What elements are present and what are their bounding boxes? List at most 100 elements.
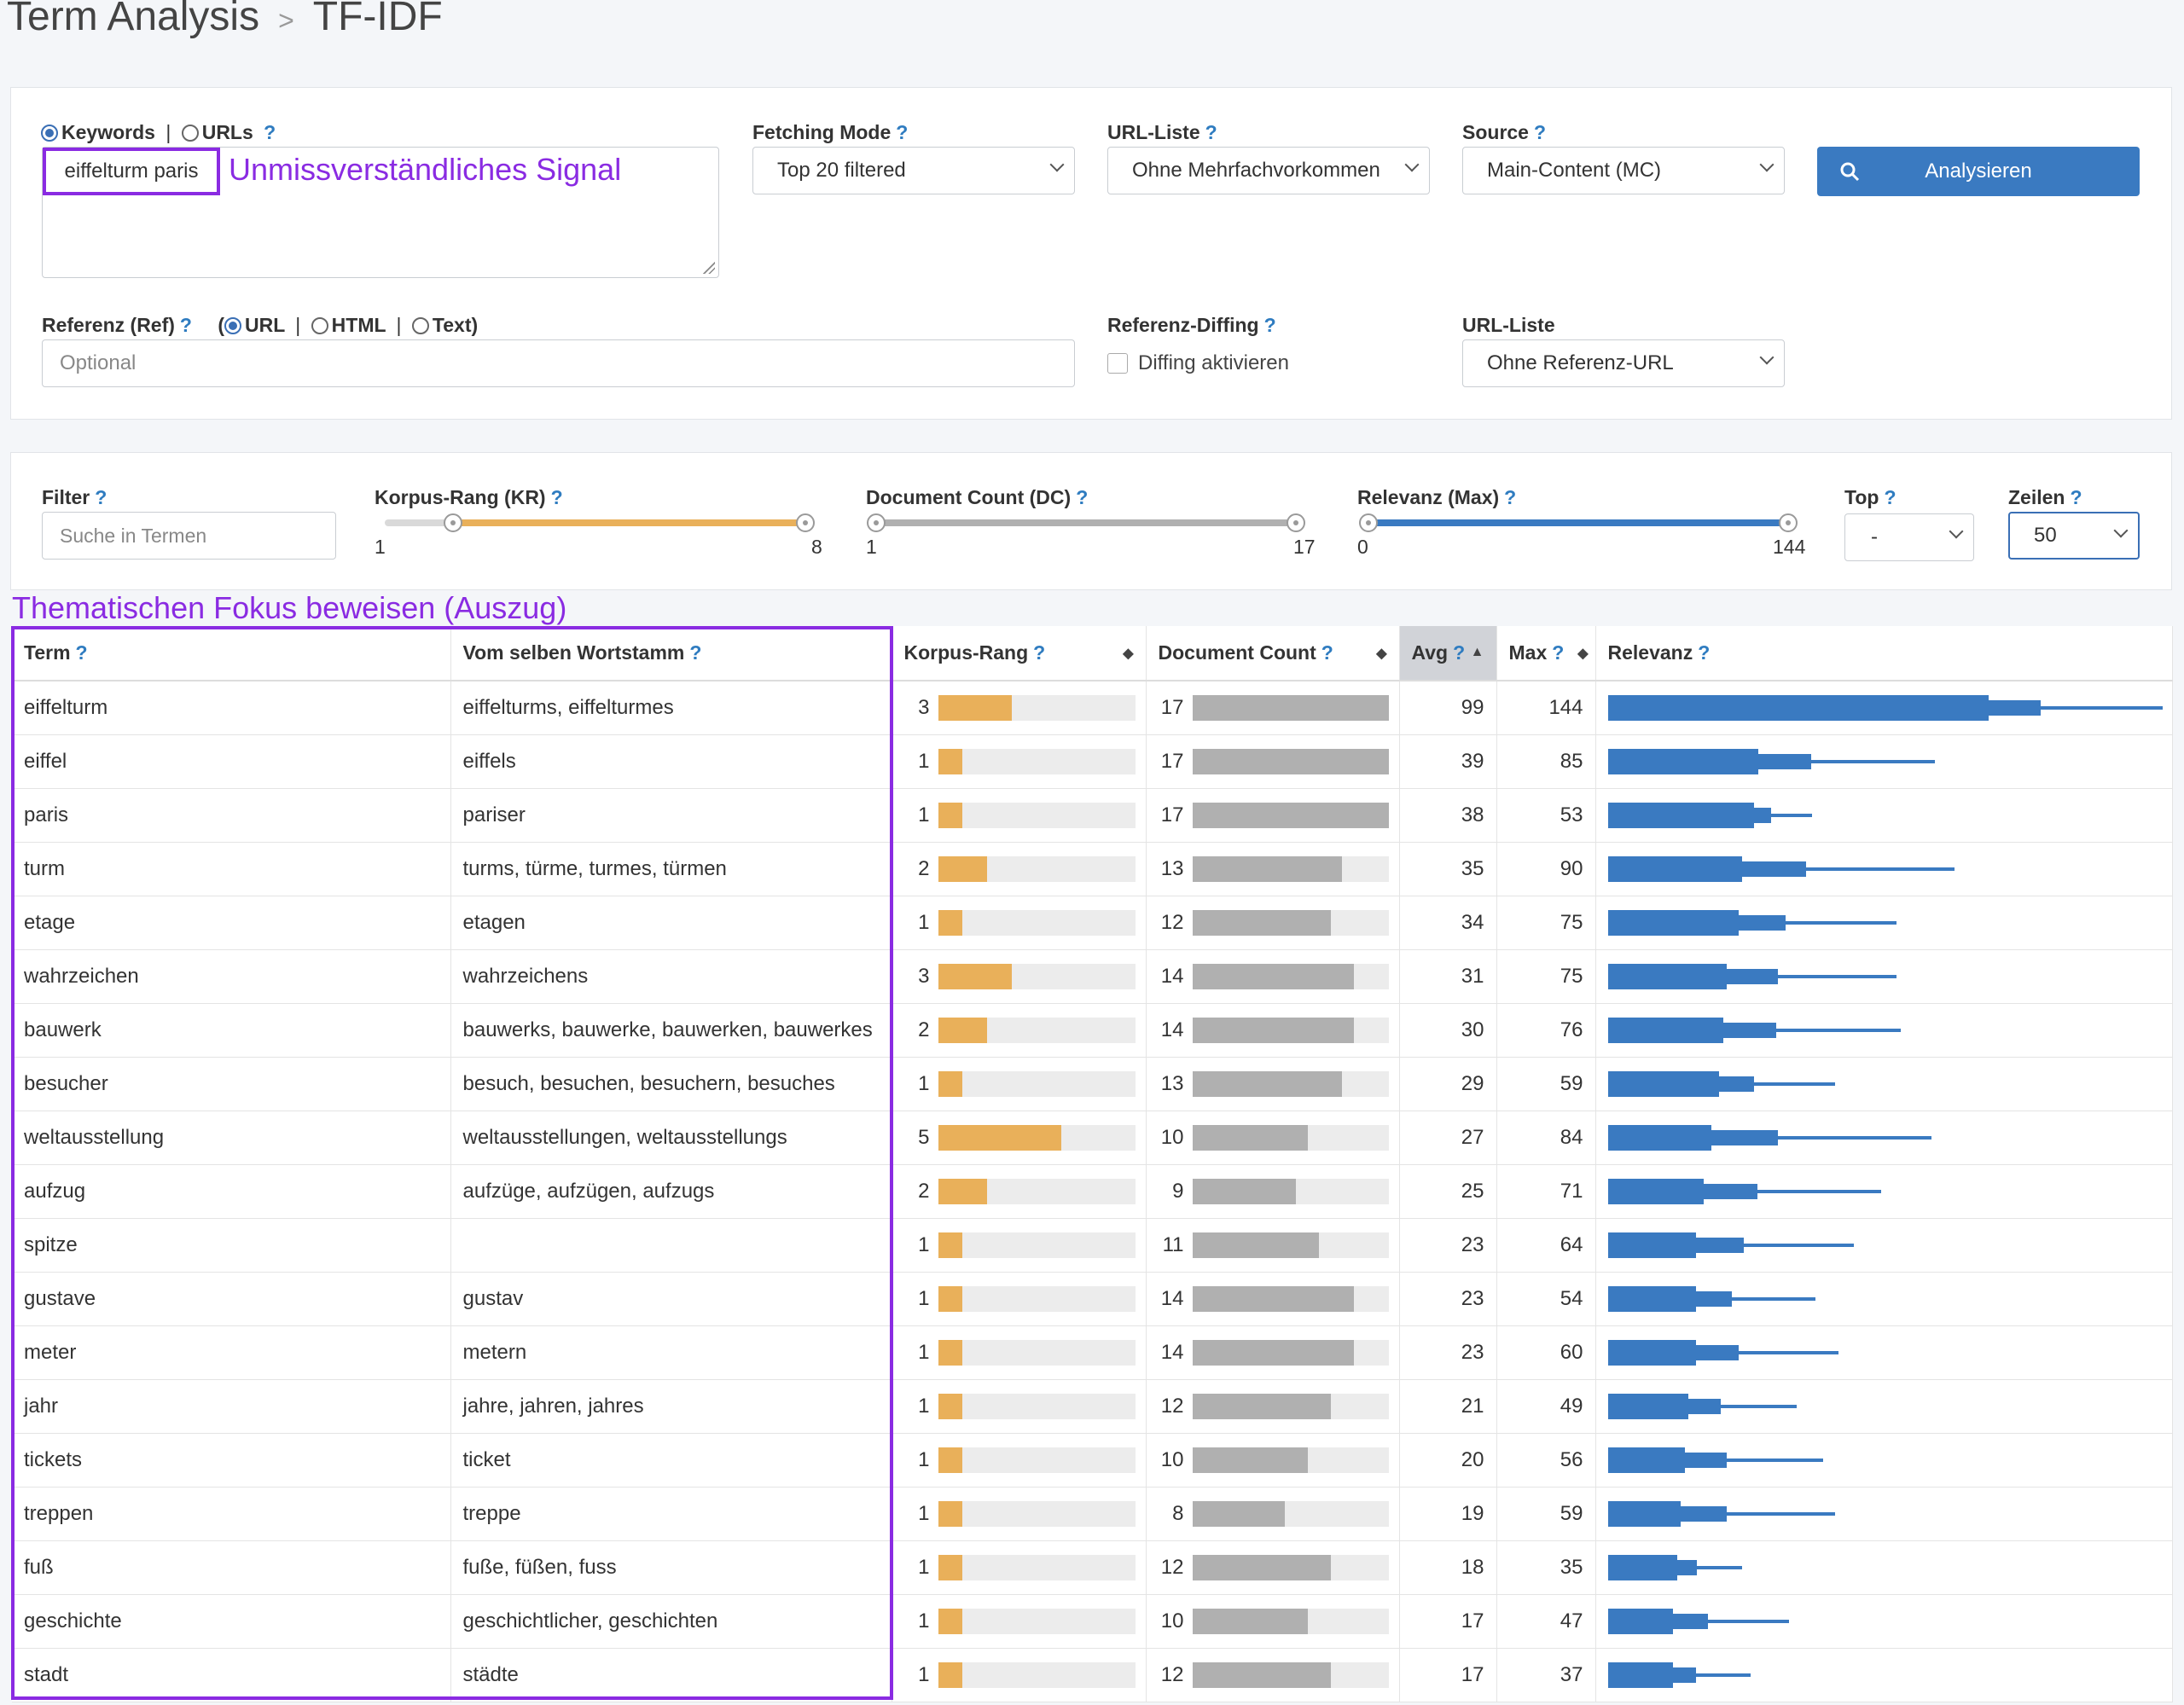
sort-ascending-icon[interactable]: ▲ xyxy=(1470,645,1484,659)
ref-text-label[interactable]: Text) xyxy=(432,314,479,336)
urls-radio[interactable] xyxy=(181,125,199,142)
ref-text-radio[interactable] xyxy=(411,317,429,334)
help-icon[interactable]: ? xyxy=(264,121,276,143)
table-row[interactable]: geschichte geschichtlicher, geschichten 1 1… xyxy=(12,1594,2173,1649)
relevanz-avg-bar xyxy=(1607,749,1758,774)
keywords-radio[interactable] xyxy=(41,125,58,142)
max-cell: 71 xyxy=(1496,1164,1596,1219)
document-count-value: 10 xyxy=(1160,1609,1184,1633)
ref-url-radio[interactable] xyxy=(224,317,242,334)
table-row[interactable]: etage etagen 1 12 34 75 xyxy=(12,896,2173,950)
korpus-rang-label: Korpus-Rang (KR)? xyxy=(375,486,563,508)
sort-icon[interactable]: ◆ xyxy=(1376,647,1387,661)
avg-cell: 23 xyxy=(1399,1272,1497,1326)
zeilen-select[interactable]: 50 xyxy=(2008,512,2140,560)
help-icon[interactable]: ? xyxy=(1552,641,1565,664)
table-row[interactable]: turm turms, türme, turmes, türmen 2 13 35 90 xyxy=(12,842,2173,896)
filter-input[interactable]: Suche in Termen xyxy=(42,512,336,560)
ref-html-label[interactable]: HTML xyxy=(331,314,386,336)
max-cell: 53 xyxy=(1496,788,1596,843)
table-row[interactable]: aufzug aufzüge, aufzügen, aufzugs 2 9 25 71 xyxy=(12,1164,2173,1219)
column-header-term[interactable]: Term? xyxy=(12,626,451,681)
slider-handle-min[interactable] xyxy=(443,513,462,532)
resize-handle-icon[interactable] xyxy=(703,262,715,274)
help-icon[interactable]: ? xyxy=(1033,641,1046,664)
document-count-bar xyxy=(1192,1018,1389,1043)
ref-url-label[interactable]: URL xyxy=(245,314,285,336)
korpus-rang-slider[interactable] xyxy=(385,513,815,532)
column-header-max[interactable]: Max? ◆ xyxy=(1496,626,1596,681)
analyze-button[interactable]: Analysieren xyxy=(1817,147,2140,196)
table-row[interactable]: gustave gustav 1 14 23 54 xyxy=(12,1272,2173,1326)
term-cell: wahrzeichen xyxy=(12,949,451,1004)
table-row[interactable]: fuß fuße, füßen, fuss 1 12 18 35 xyxy=(12,1540,2173,1595)
slider-handle-min[interactable] xyxy=(1359,513,1378,532)
document-count-value: 17 xyxy=(1160,696,1184,719)
help-icon[interactable]: ? xyxy=(550,486,563,508)
column-header-stem[interactable]: Vom selben Wortstamm? xyxy=(450,626,892,681)
help-icon[interactable]: ? xyxy=(1205,121,1217,143)
help-icon[interactable]: ? xyxy=(1321,641,1333,664)
help-icon[interactable]: ? xyxy=(689,641,702,664)
ref-html-radio[interactable] xyxy=(311,317,328,334)
sort-icon[interactable]: ◆ xyxy=(1123,647,1134,661)
help-icon[interactable]: ? xyxy=(1698,641,1711,664)
column-header-document-count[interactable]: Document Count? ◆ xyxy=(1146,626,1400,681)
table-row[interactable]: spitze 1 11 23 64 xyxy=(12,1218,2173,1273)
help-icon[interactable]: ? xyxy=(896,121,909,143)
reference-label-row: Referenz (Ref)? (URL | HTML | Text) xyxy=(42,314,478,337)
table-row[interactable]: eiffel eiffels 1 17 39 85 xyxy=(12,734,2173,789)
fetching-mode-select[interactable]: Top 20 filtered xyxy=(752,147,1075,194)
table-row[interactable]: weltausstellung weltausstellungen, weltau… xyxy=(12,1111,2173,1165)
help-icon[interactable]: ? xyxy=(179,314,192,336)
keywords-textarea[interactable] xyxy=(42,147,719,278)
table-row[interactable]: wahrzeichen wahrzeichens 3 14 31 75 xyxy=(12,949,2173,1004)
column-header-avg[interactable]: Avg? ▲ xyxy=(1399,626,1497,681)
document-count-slider[interactable] xyxy=(867,513,1305,532)
help-icon[interactable]: ? xyxy=(1076,486,1089,508)
korpus-rang-cell: 1 xyxy=(892,1433,1147,1488)
help-icon[interactable]: ? xyxy=(95,486,107,508)
help-icon[interactable]: ? xyxy=(1533,121,1547,143)
table-row[interactable]: meter metern 1 14 23 60 xyxy=(12,1325,2173,1380)
table-row[interactable]: eiffelturm eiffelturms, eiffelturmes 3 17 99… xyxy=(12,681,2173,735)
table-row[interactable]: bauwerk bauwerks, bauwerke, bauwerken, ba… xyxy=(12,1003,2173,1058)
mode-divider: | xyxy=(396,314,402,336)
table-row[interactable]: besucher besuch, besuchen, besuchern, bes… xyxy=(12,1057,2173,1111)
slider-handle-max[interactable] xyxy=(796,513,815,532)
help-icon[interactable]: ? xyxy=(1504,486,1517,508)
top-select[interactable]: - xyxy=(1844,513,1974,561)
column-header-relevanz[interactable]: Relevanz? xyxy=(1595,626,2173,681)
help-icon[interactable]: ? xyxy=(2070,486,2082,508)
keywords-radio-label[interactable]: Keywords xyxy=(61,121,155,143)
table-row[interactable]: paris pariser 1 17 38 53 xyxy=(12,788,2173,843)
diffing-checkbox[interactable] xyxy=(1107,353,1128,374)
document-count-cell: 9 xyxy=(1146,1164,1400,1219)
breadcrumb-section[interactable]: Term Analysis xyxy=(7,0,260,39)
url-list-select[interactable]: Ohne Mehrfachvorkommen xyxy=(1107,147,1430,194)
breadcrumb: Term Analysis > TF-IDF xyxy=(7,0,443,40)
ref-url-list-select[interactable]: Ohne Referenz-URL xyxy=(1462,339,1785,387)
slider-handle-max[interactable] xyxy=(1779,513,1798,532)
reference-input[interactable]: Optional xyxy=(42,339,1075,387)
table-row[interactable]: jahr jahre, jahren, jahres 1 12 21 49 xyxy=(12,1379,2173,1434)
korpus-rang-cell: 1 xyxy=(892,1272,1147,1326)
document-count-cell: 12 xyxy=(1146,1540,1400,1595)
source-select[interactable]: Main-Content (MC) xyxy=(1462,147,1785,194)
sort-icon[interactable]: ◆ xyxy=(1577,647,1589,661)
urls-radio-label[interactable]: URLs xyxy=(201,121,253,143)
slider-handle-min[interactable] xyxy=(867,513,886,532)
relevanz-cell xyxy=(1595,1272,2173,1326)
help-icon[interactable]: ? xyxy=(1453,641,1466,664)
slider-handle-max[interactable] xyxy=(1287,513,1305,532)
table-row[interactable]: tickets ticket 1 10 20 56 xyxy=(12,1433,2173,1488)
table-row[interactable]: treppen treppe 1 8 19 59 xyxy=(12,1487,2173,1541)
help-icon[interactable]: ? xyxy=(75,641,88,664)
diffing-checkbox-row[interactable]: Diffing aktivieren xyxy=(1107,351,1289,375)
table-row[interactable]: stadt städte 1 12 17 37 xyxy=(12,1648,2173,1702)
column-header-korpus-rang[interactable]: Korpus-Rang? ◆ xyxy=(892,626,1147,681)
help-icon[interactable]: ? xyxy=(1263,314,1276,336)
relevanz-slider[interactable] xyxy=(1359,513,1798,532)
diffing-checkbox-label[interactable]: Diffing aktivieren xyxy=(1138,351,1289,374)
help-icon[interactable]: ? xyxy=(1884,486,1896,508)
